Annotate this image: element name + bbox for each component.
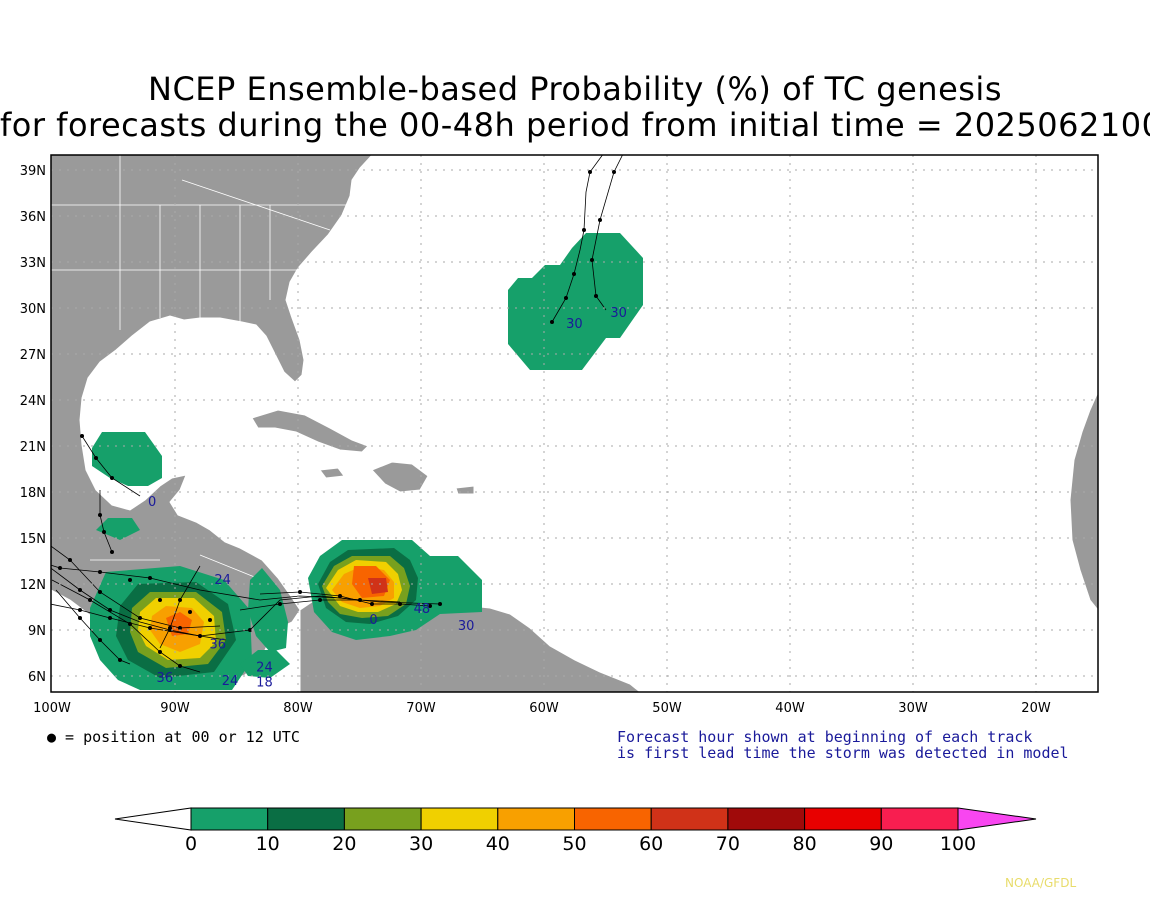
graticule [51,155,1098,692]
colorbar-tick-label: 10 [256,833,280,855]
colorbar-low-arrow [114,807,192,831]
colorbar-tick-label: 100 [940,833,976,855]
colorbar-box [574,807,652,831]
longitude-axis: 100W 90W 80W 70W 60W 50W 40W 30W 20W [33,701,1051,716]
forecast-hour-label: 24 [222,674,239,689]
lat-label: 12N [20,578,46,593]
track-positions [58,170,616,668]
forecast-hour-label: 0 [369,613,377,628]
lat-label: 9N [28,624,46,639]
map-frame [50,154,1099,693]
political-borders [51,155,350,581]
lon-label: 80W [283,701,313,716]
lon-label: 60W [529,701,559,716]
forecast-hour-label: 48 [414,602,431,617]
lon-label: 100W [33,701,71,716]
lon-label: 70W [406,701,436,716]
colorbar-boxes [190,807,959,831]
forecast-hour-label: 36 [157,671,174,686]
forecast-hour-label: 24 [214,573,231,588]
chart-title-line2: for forecasts during the 00-48h period f… [0,106,1150,144]
colorbar-tick-label: 70 [716,833,740,855]
colorbar-tick-label: 20 [332,833,356,855]
colorbar-box [804,807,882,831]
colorbar-box [880,807,959,831]
colorbar-tick-label: 80 [793,833,817,855]
colorbar-box [650,807,729,831]
genesis-prob-atlantic [508,233,643,370]
lat-label: 15N [20,532,46,547]
forecast-hour-note-line1: Forecast hour shown at beginning of each… [617,728,1033,746]
lon-label: 40W [775,701,805,716]
lat-label: 18N [20,486,46,501]
colorbar-box [727,807,806,831]
latitude-axis: 39N 36N 33N 30N 27N 24N 21N 18N 15N 12N … [20,164,46,685]
position-legend: ● = position at 00 or 12 UTC [47,728,300,746]
colorbar-box [267,807,345,831]
forecast-hour-label: 36 [209,637,226,652]
lat-label: 21N [20,440,46,455]
cuba-land [251,409,369,453]
colorbar-tick-label: 30 [409,833,433,855]
colorbar-box [420,807,499,831]
forecast-hour-label: 18 [256,676,273,691]
colorbar-box [343,807,422,831]
lat-label: 27N [20,348,46,363]
colorbar-tick-label: 0 [185,833,197,855]
colorbar-tick-label: 50 [562,833,586,855]
lat-label: 24N [20,394,46,409]
lat-label: 30N [20,302,46,317]
colorbar-tick-label: 40 [486,833,510,855]
forecast-hour-note-line2: is first lead time the storm was detecte… [617,744,1069,762]
lat-label: 33N [20,256,46,271]
forecast-hour-label: 24 [256,660,273,675]
chart-title-line1: NCEP Ensemble-based Probability (%) of T… [148,70,1002,108]
lon-label: 20W [1021,701,1051,716]
lon-label: 50W [652,701,682,716]
forecast-hour-label: 30 [610,306,627,321]
colorbar-box [497,807,575,831]
colorbar-box [190,807,269,831]
lon-label: 90W [160,701,190,716]
credit-label: NOAA/GFDL [1005,876,1077,890]
colorbar-tick-label: 90 [869,833,893,855]
lat-label: 39N [20,164,46,179]
forecast-hour-label: 30 [458,619,475,634]
colorbar: 0 10 20 30 40 50 60 70 80 90 100 [114,807,1037,855]
forecast-hour-label: 30 [566,317,583,332]
colorbar-ticks: 0 10 20 30 40 50 60 70 80 90 100 [185,833,976,855]
forecast-hour-label: 0 [148,495,156,510]
hispaniola-land [371,461,429,493]
colorbar-tick-label: 60 [639,833,663,855]
lon-label: 30W [898,701,928,716]
lat-label: 36N [20,210,46,225]
genesis-prob-gulf [92,432,162,486]
colorbar-high-arrow [957,807,1037,831]
genesis-prob-caribbean [308,540,482,640]
lat-label: 6N [28,670,46,685]
